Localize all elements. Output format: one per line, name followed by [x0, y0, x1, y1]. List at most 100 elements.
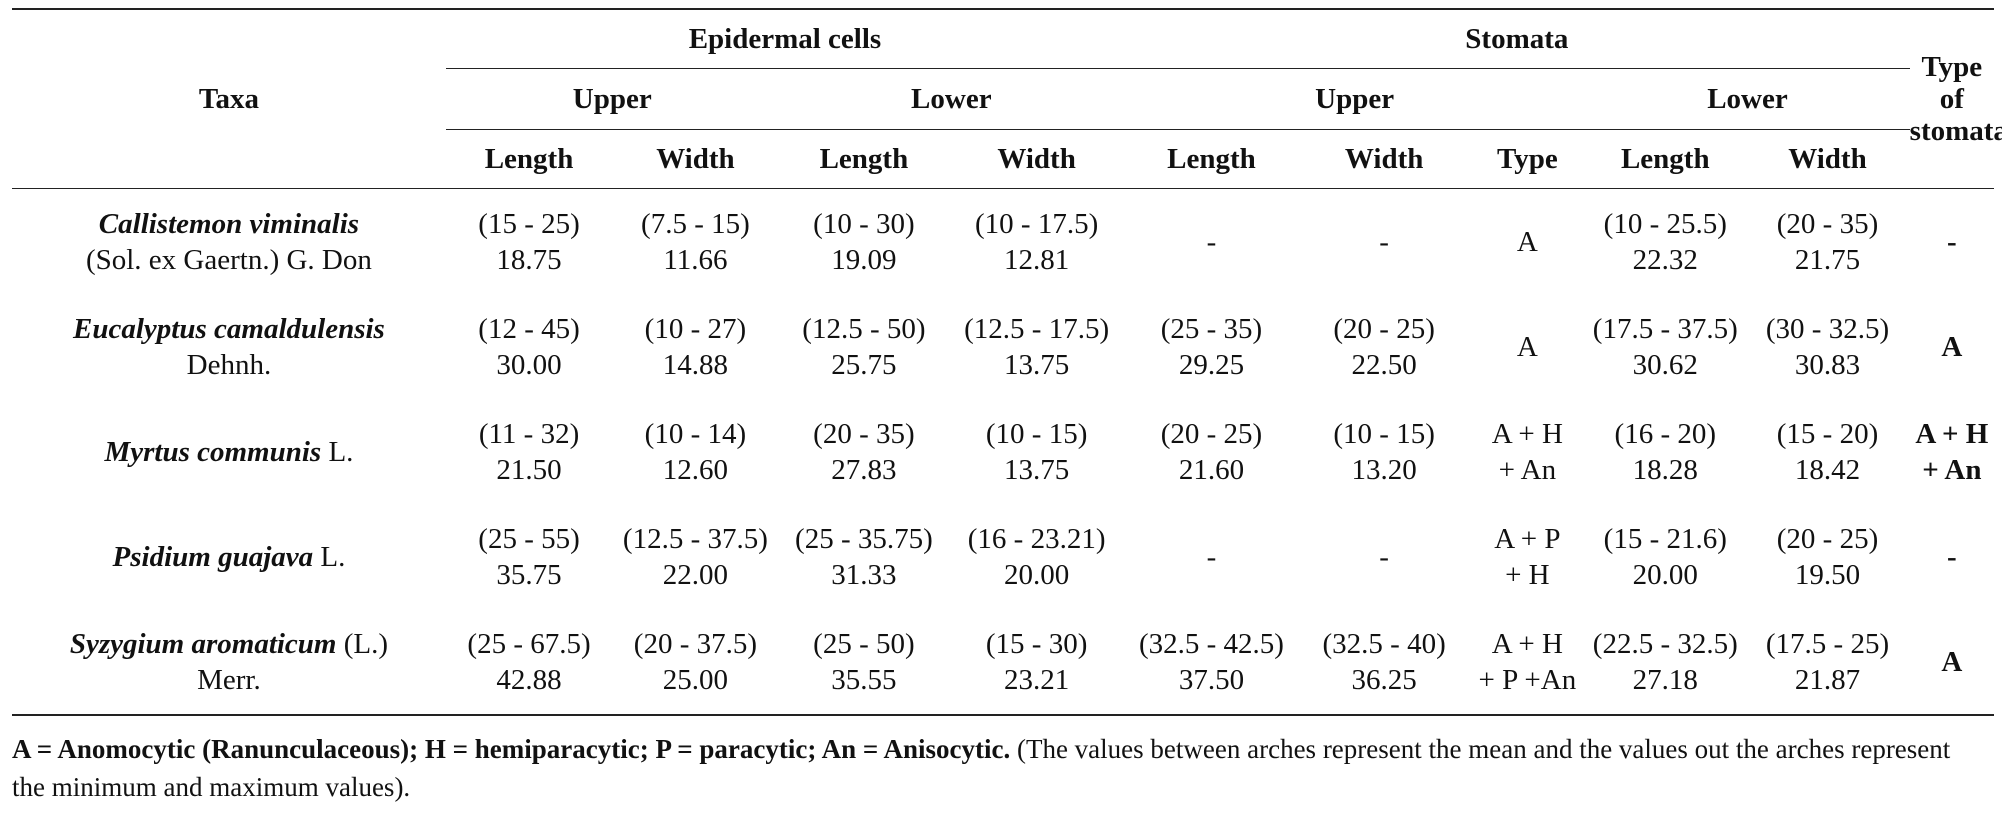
- type-of-stomata-header-line1: Type of: [1921, 51, 1983, 115]
- taxa-scientific-name: Myrtus communis: [104, 435, 322, 468]
- cell-range: -: [1379, 540, 1389, 573]
- cell-range: (12.5 - 50): [802, 312, 926, 345]
- cell-mean: 27.18: [1632, 663, 1698, 696]
- cell-range: (20 - 35): [1776, 207, 1879, 240]
- cell-range: (15 - 25): [478, 207, 580, 240]
- stomata-upper-header: Upper: [1124, 68, 1586, 130]
- cell-mean: 21.75: [1794, 243, 1861, 276]
- value-cell: -: [1124, 189, 1299, 295]
- cell-range: -: [1206, 225, 1217, 258]
- taxa-name-line2: Merr.: [197, 663, 261, 696]
- column-header: Length: [778, 129, 950, 189]
- value-cell: (25 - 35) 29.25: [1124, 294, 1299, 399]
- cell-range: (10 - 14): [644, 417, 747, 450]
- column-header: Length: [1124, 129, 1299, 189]
- column-header: Length: [445, 129, 613, 189]
- cell-mean: 18.75: [496, 243, 562, 276]
- column-header: Type: [1469, 129, 1586, 189]
- cell-mean: 13.75: [1003, 453, 1070, 486]
- cell-range: (32.5 - 40): [1322, 627, 1446, 660]
- taxa-cell: Callistemon viminalis (Sol. ex Gaertn.) G…: [12, 189, 446, 295]
- table-row: Eucalyptus camaldulensis Dehnh. (12 - 45) 3…: [12, 294, 1994, 399]
- cell-mean: 14.88: [662, 348, 729, 381]
- table-row: Syzygium aromaticum (L.) Merr. (25 - 67.5)…: [12, 609, 1994, 716]
- cell-range: (25 - 50): [813, 627, 915, 660]
- cell-range: (10 - 17.5): [975, 207, 1099, 240]
- cell-mean: 11.66: [663, 243, 728, 276]
- taxa-scientific-name: Psidium guajava: [112, 540, 314, 573]
- value-cell: -: [1299, 504, 1470, 609]
- cell-range: (25 - 35.75): [795, 522, 933, 555]
- value-cell: -: [1299, 189, 1470, 295]
- cell-mean: 42.88: [496, 663, 562, 696]
- column-header: Length: [1585, 129, 1746, 189]
- taxa-name-line1: Callistemon viminalis: [12, 206, 446, 242]
- taxa-name-line1: Eucalyptus camaldulensis: [12, 311, 446, 347]
- cell-range: (16 - 20): [1614, 417, 1717, 450]
- value-cell: A: [1469, 189, 1585, 295]
- value-cell: (10 - 17.5) 12.81: [949, 189, 1124, 295]
- stomata-epidermal-table: Taxa Epidermal cells Stomata Type of sto…: [12, 8, 2002, 716]
- value-cell: (32.5 - 40) 36.25: [1298, 609, 1470, 716]
- column-header: Width: [612, 129, 779, 189]
- value-cell: (22.5 - 32.5) 27.18: [1585, 609, 1746, 716]
- value-cell: (20 - 35) 21.75: [1745, 189, 1909, 295]
- type-of-stomata-line1: A: [1941, 330, 1963, 363]
- cell-mean: 35.55: [831, 663, 897, 696]
- cell-range: (30 - 32.5): [1765, 312, 1890, 345]
- type-of-stomata-line2: + An: [1922, 453, 1982, 486]
- taxa-name-line2: (Sol. ex Gaertn.) G. Don: [85, 243, 372, 276]
- cell-mean: 12.81: [1003, 243, 1070, 276]
- cell-range: (25 - 55): [478, 522, 580, 555]
- cell-range: (10 - 27): [644, 312, 747, 345]
- value-cell: A + P + H: [1469, 504, 1585, 609]
- taxa-cell: Psidium guajava L.: [12, 504, 446, 609]
- value-cell: (10 - 15) 13.75: [949, 399, 1124, 504]
- cell-range: (11 - 32): [478, 417, 580, 450]
- cell-range: (25 - 35): [1160, 312, 1263, 345]
- epidermal-lower-header: Lower: [778, 68, 1125, 130]
- value-cell: (17.5 - 25) 21.87: [1745, 609, 1910, 716]
- cell-mean: 27.83: [831, 453, 897, 486]
- taxa-authority: L.: [313, 540, 346, 573]
- cell-range: (12.5 - 17.5): [964, 312, 1110, 345]
- value-cell: (10 - 30) 19.09: [779, 189, 950, 295]
- stomata-header: Stomata: [1124, 8, 1910, 69]
- cell-mean: 12.60: [662, 453, 729, 486]
- cell-mean: 29.25: [1178, 348, 1245, 381]
- table-row: Psidium guajava L. (25 - 55) 35.75 (12.5 - …: [12, 504, 1994, 609]
- cell-range: (20 - 25): [1776, 522, 1879, 555]
- cell-mean: 18.28: [1632, 453, 1698, 486]
- cell-mean: 22.50: [1351, 348, 1417, 381]
- value-cell: (30 - 32.5) 30.83: [1745, 294, 1909, 399]
- footnote-abbreviations: A = Anomocytic (Ranunculaceous); H = hem…: [12, 734, 1011, 764]
- taxa-scientific-name: Callistemon viminalis: [98, 207, 360, 240]
- value-cell: (20 - 25) 19.50: [1745, 504, 1909, 609]
- cell-range: -: [1206, 540, 1217, 573]
- value-cell: (11 - 32) 21.50: [446, 399, 612, 504]
- cell-mean: 19.09: [831, 243, 897, 276]
- taxa-authority: (L.): [336, 627, 389, 660]
- cell-range: (15 - 21.6): [1603, 522, 1727, 555]
- cell-range: (10 - 15): [985, 417, 1088, 450]
- value-cell: (15 - 21.6) 20.00: [1585, 504, 1745, 609]
- cell-range: (7.5 - 15): [641, 207, 750, 240]
- taxa-cell: Myrtus communis L.: [12, 399, 446, 504]
- cell-mean: 25.75: [831, 348, 897, 381]
- value-cell: (17.5 - 37.5) 30.62: [1585, 294, 1745, 399]
- value-cell: (12 - 45) 30.00: [446, 294, 612, 399]
- value-cell: (10 - 25.5) 22.32: [1585, 189, 1745, 295]
- cell-mean: 30.83: [1794, 348, 1861, 381]
- type-of-stomata-header: Type of stomata: [1909, 8, 2002, 189]
- column-header: Width: [1298, 129, 1470, 189]
- value-cell: (10 - 27) 14.88: [612, 294, 778, 399]
- stomata-lower-header: Lower: [1585, 68, 1910, 130]
- value-cell: (25 - 67.5) 42.88: [445, 609, 613, 716]
- cell-mean: 18.42: [1794, 453, 1861, 486]
- cell-range: A: [1516, 225, 1538, 258]
- value-cell: (25 - 35.75) 31.33: [779, 504, 950, 609]
- cell-mean: 21.87: [1794, 663, 1861, 696]
- taxa-name-line1: Myrtus communis L.: [12, 434, 446, 470]
- cell-range: (20 - 35): [813, 417, 915, 450]
